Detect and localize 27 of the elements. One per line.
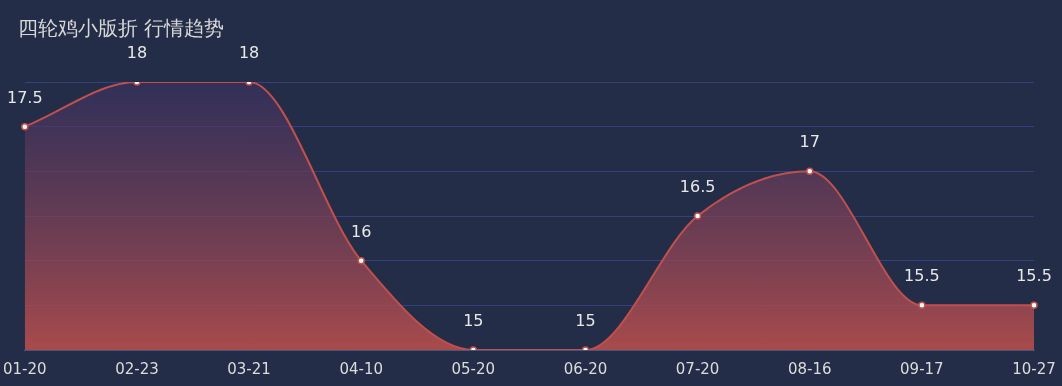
point: [357, 256, 365, 265]
x-tick-label: 02-23: [115, 359, 159, 378]
x-tick-label: 05-20: [451, 359, 496, 378]
data-label: 18: [238, 43, 260, 63]
data-label: 15: [575, 311, 596, 331]
point: [918, 301, 926, 310]
x-tick-label: 06-20: [563, 359, 608, 378]
chart-title: 四轮鸡小版折 行情趋势: [18, 16, 225, 41]
point: [21, 122, 29, 131]
data-label: 15: [463, 311, 484, 331]
point: [805, 167, 814, 176]
data-label: 17.5: [6, 87, 43, 107]
data-label: 18: [126, 43, 148, 63]
data-label: 15.5: [904, 266, 940, 286]
x-tick-label: 03-21: [227, 359, 271, 378]
data-label: 17: [799, 132, 820, 152]
point: [693, 212, 702, 220]
data-label: 16: [351, 221, 372, 241]
data-label: 15.5: [1016, 266, 1052, 286]
x-tick-label: 07-20: [675, 359, 720, 378]
data-label: 16.5: [679, 177, 716, 197]
x-tick-label: 01-20: [3, 359, 47, 378]
x-tick-label: 04-10: [339, 359, 383, 378]
x-tick-label: 09-17: [900, 359, 944, 378]
x-tick-label: 08-16: [787, 359, 832, 378]
x-tick-label: 10-27: [1012, 359, 1056, 378]
point: [1030, 301, 1038, 310]
